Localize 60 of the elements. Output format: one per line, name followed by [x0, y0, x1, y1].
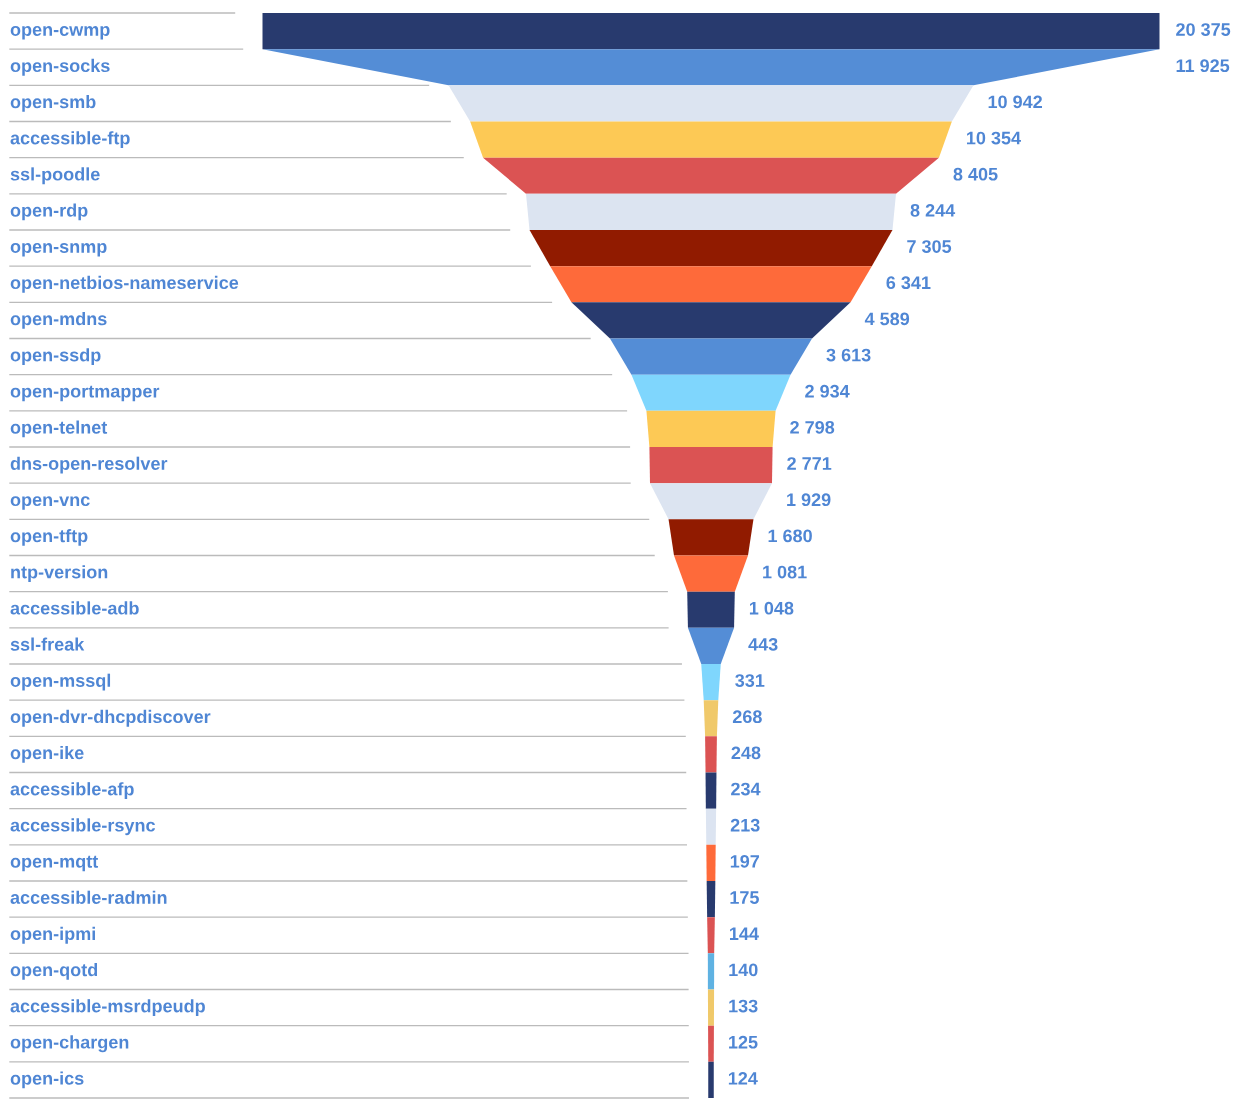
category-label: open-mssql: [10, 673, 111, 691]
data-label: 197: [730, 854, 760, 868]
category-label: dns-open-resolver: [10, 456, 168, 474]
category-label: open-vnc: [10, 496, 90, 510]
data-label: 8 405: [953, 167, 998, 181]
category-label: ssl-freak: [10, 637, 85, 651]
category-label: accessible-adb: [10, 601, 139, 615]
data-label: 234: [731, 782, 761, 796]
data-label: 1 048: [749, 601, 794, 615]
category-label: accessible-msrdpeudp: [10, 999, 205, 1016]
data-label: 7 305: [907, 240, 952, 253]
category-label: accessible-ftp: [10, 131, 130, 148]
category-label: open-qotd: [10, 963, 98, 980]
category-label: open-tftp: [10, 529, 88, 546]
data-label: 11 925: [1176, 59, 1230, 73]
category-label: open-ike: [10, 746, 84, 763]
category-label: open-rdp: [10, 203, 88, 221]
data-label: 20 375: [1176, 23, 1231, 36]
data-label: 443: [748, 637, 778, 651]
category-label: open-cwmp: [10, 26, 110, 40]
data-label: 1 081: [763, 565, 807, 579]
category-label: open-portmapper: [10, 385, 160, 402]
data-label: 133: [729, 999, 758, 1013]
category-label: accessible-afp: [10, 782, 134, 799]
data-label: 331: [735, 674, 765, 687]
data-label: 1 929: [787, 493, 831, 507]
category-label: ssl-poodle: [10, 167, 100, 185]
category-label: open-snmp: [10, 243, 107, 257]
data-label: 8 244: [910, 203, 956, 217]
data-label: 10 942: [988, 95, 1042, 109]
data-label: 175: [730, 891, 759, 904]
category-label: open-ipmi: [10, 926, 95, 944]
category-label: open-telnet: [10, 420, 108, 438]
category-label: open-smb: [10, 95, 96, 112]
data-label: 10 354: [967, 131, 1021, 145]
category-label: open-chargen: [10, 1035, 129, 1053]
data-label: 140: [729, 963, 758, 977]
category-label: open-mqtt: [10, 855, 99, 872]
data-label: 3 613: [826, 348, 871, 362]
data-label: 213: [730, 818, 760, 832]
data-label: 144: [729, 927, 759, 940]
data-label: 2 771: [787, 457, 832, 470]
data-label: 1 680: [768, 529, 812, 543]
category-label: open-netbios-nameservice: [10, 275, 239, 293]
data-label: 268: [732, 710, 762, 724]
data-label: 125: [729, 1035, 758, 1049]
category-label: open-mdns: [10, 312, 107, 329]
category-label: accessible-radmin: [10, 890, 167, 904]
category-label: open-ics: [10, 1071, 84, 1089]
data-label: 4 589: [864, 312, 910, 326]
data-label: 2 934: [805, 384, 850, 398]
category-label: open-ssdp: [10, 348, 101, 365]
category-label: open-socks: [10, 58, 110, 76]
data-label: 6 341: [886, 276, 931, 290]
data-label: 124: [728, 1071, 758, 1085]
data-label: 2 798: [790, 420, 835, 434]
category-label: accessible-rsync: [10, 818, 156, 836]
category-label: open-dvr-dhcpdiscover: [10, 709, 211, 727]
data-label: 248: [731, 746, 761, 760]
category-label: ntp-version: [11, 565, 108, 582]
